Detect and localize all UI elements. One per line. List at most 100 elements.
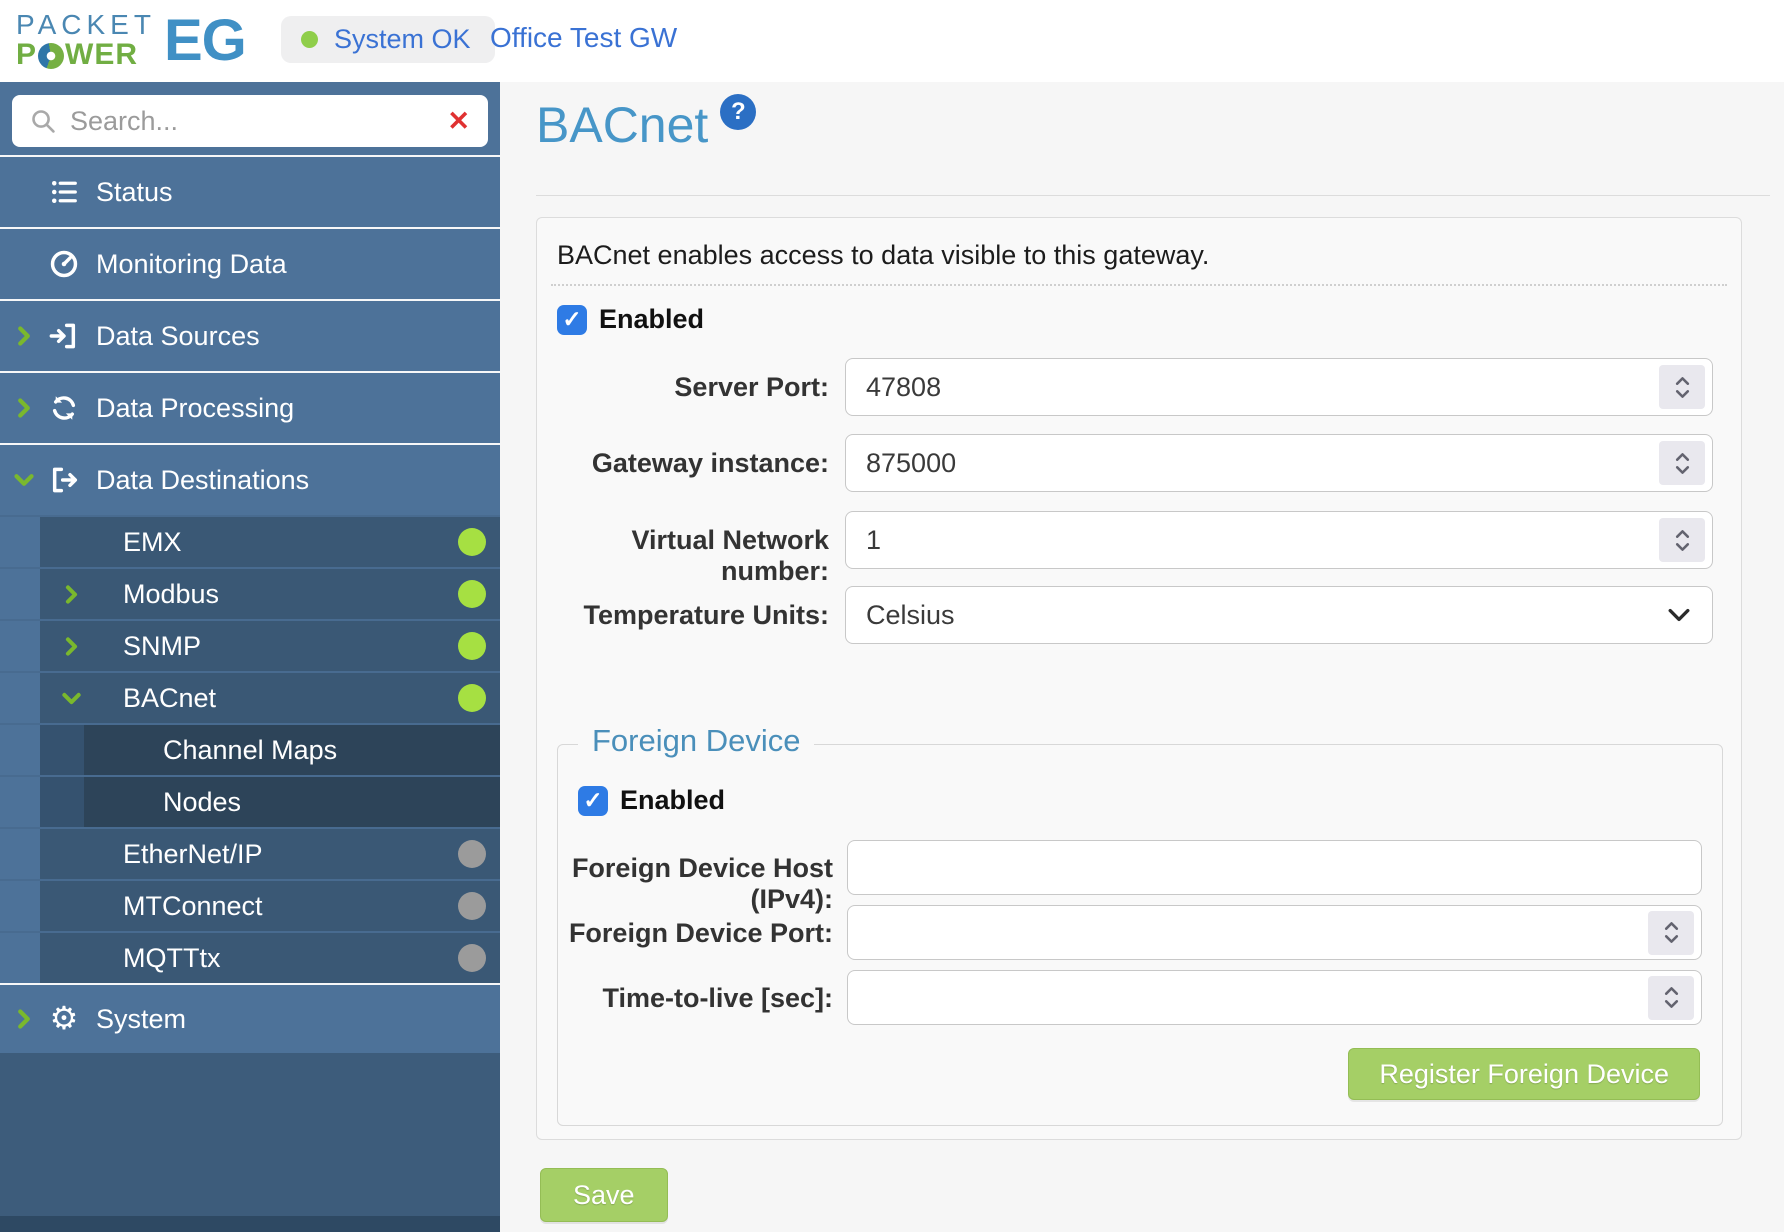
server-port-label: Server Port: bbox=[674, 372, 829, 402]
temperature-units-label: Temperature Units: bbox=[583, 600, 829, 630]
foreign-device-port-input[interactable] bbox=[848, 906, 1701, 959]
save-button[interactable]: Save bbox=[540, 1168, 668, 1222]
bacnet-description: BACnet enables access to data visible to… bbox=[557, 240, 1210, 270]
chevron-down-icon bbox=[1675, 542, 1689, 551]
title-divider bbox=[536, 195, 1770, 196]
gear-icon: ⚙ bbox=[49, 1000, 79, 1036]
main-content: BACnet ? BACnet enables access to data v… bbox=[500, 82, 1784, 1232]
gauge-icon bbox=[46, 248, 82, 280]
sidebar-item-label: EMX bbox=[123, 526, 182, 557]
sidebar-item-modbus[interactable]: Modbus bbox=[0, 569, 500, 619]
sidebar-item-channel-maps[interactable]: Channel Maps bbox=[0, 725, 500, 775]
sidebar-item-snmp[interactable]: SNMP bbox=[0, 621, 500, 671]
temperature-units-select[interactable]: Celsius bbox=[845, 586, 1713, 644]
help-icon[interactable]: ? bbox=[720, 94, 757, 130]
sidebar-item-mtconnect[interactable]: MTConnect bbox=[0, 881, 500, 931]
spinner-stepper[interactable] bbox=[1659, 518, 1705, 562]
foreign-device-enabled-label: Enabled bbox=[620, 785, 726, 815]
chevron-down-icon bbox=[1664, 935, 1678, 943]
dotted-divider bbox=[551, 284, 1727, 286]
temperature-units-value: Celsius bbox=[866, 599, 955, 630]
spinner-stepper[interactable] bbox=[1648, 910, 1694, 955]
sidebar-item-mqtttx[interactable]: MQTTtx bbox=[0, 933, 500, 983]
page-title: BACnet bbox=[536, 97, 709, 153]
spinner-stepper[interactable] bbox=[1648, 975, 1694, 1020]
foreign-device-enabled-row: ✓ Enabled bbox=[578, 785, 725, 816]
sidebar-item-label: Nodes bbox=[163, 786, 242, 817]
chevron-down-icon bbox=[14, 474, 34, 486]
status-dot bbox=[458, 892, 486, 920]
sidebar-item-label: MQTTtx bbox=[123, 942, 221, 973]
logo-text-power-p: P bbox=[16, 38, 38, 71]
packet-power-logo: PACKET P WER EG bbox=[16, 7, 247, 74]
chevron-right-icon bbox=[18, 326, 30, 346]
sidebar-item-emx[interactable]: EMX bbox=[0, 517, 500, 567]
server-port-input[interactable] bbox=[846, 359, 1712, 415]
sidebar-item-ethernet-ip[interactable]: EtherNet/IP bbox=[0, 829, 500, 879]
sidebar-item-label: Data Processing bbox=[96, 392, 295, 423]
app-header: PACKET P WER EG System OK Office Test GW bbox=[0, 0, 1784, 82]
virtual-network-field bbox=[845, 511, 1713, 569]
chevron-up-icon bbox=[1675, 452, 1689, 461]
chevron-right-icon bbox=[65, 584, 78, 604]
chevron-up-icon bbox=[1664, 922, 1678, 930]
virtual-network-input[interactable] bbox=[846, 512, 1712, 568]
chevron-right-icon bbox=[65, 636, 78, 656]
sidebar-item-nodes[interactable]: Nodes bbox=[0, 777, 500, 827]
bacnet-enabled-checkbox[interactable]: ✓ bbox=[557, 304, 587, 335]
logo-text-packet: PACKET bbox=[16, 9, 156, 40]
chevron-down-icon bbox=[1675, 465, 1689, 474]
status-dot bbox=[458, 528, 486, 556]
spinner-stepper[interactable] bbox=[1659, 365, 1705, 409]
gateway-instance-field bbox=[845, 434, 1713, 492]
sidebar-item-status[interactable]: Status bbox=[0, 157, 500, 227]
chevron-down-icon bbox=[1668, 608, 1690, 622]
foreign-device-host-input[interactable] bbox=[848, 841, 1701, 894]
sidebar-search[interactable]: ✕ bbox=[12, 95, 488, 147]
search-icon bbox=[32, 110, 55, 133]
chevron-right-icon bbox=[18, 398, 30, 418]
system-status-badge: System OK bbox=[281, 16, 495, 63]
sidebar-item-data-destinations[interactable]: Data Destinations bbox=[0, 445, 500, 515]
refresh-icon bbox=[46, 392, 82, 424]
search-input[interactable] bbox=[70, 105, 448, 137]
logo-text-eg: EG bbox=[163, 8, 247, 73]
spinner-stepper[interactable] bbox=[1659, 441, 1705, 485]
sidebar-item-label: Monitoring Data bbox=[96, 248, 287, 279]
sidebar-item-data-processing[interactable]: Data Processing bbox=[0, 373, 500, 443]
sidebar: ✕ Status Monitoring Data Data Sources Da… bbox=[0, 82, 500, 1232]
sidebar-item-label: MTConnect bbox=[123, 890, 263, 921]
foreign-device-host-field bbox=[847, 840, 1702, 895]
system-status-text: System OK bbox=[334, 24, 471, 54]
time-to-live-field bbox=[847, 970, 1702, 1025]
sidebar-item-label: System bbox=[96, 1003, 187, 1034]
sidebar-item-system[interactable]: ⚙ System bbox=[0, 985, 500, 1053]
status-dot bbox=[458, 684, 486, 712]
time-to-live-input[interactable] bbox=[848, 971, 1701, 1024]
status-dot bbox=[458, 944, 486, 972]
chevron-down-icon bbox=[62, 692, 81, 704]
sidebar-item-label: Modbus bbox=[123, 578, 220, 609]
sidebar-item-label: BACnet bbox=[123, 682, 217, 713]
virtual-network-label: Virtual Network number: bbox=[631, 525, 829, 586]
chevron-up-icon bbox=[1675, 529, 1689, 538]
clear-search-icon[interactable]: ✕ bbox=[447, 105, 470, 136]
sidebar-item-data-sources[interactable]: Data Sources bbox=[0, 301, 500, 371]
sign-out-icon bbox=[46, 464, 82, 496]
gateway-instance-input[interactable] bbox=[846, 435, 1712, 491]
status-dot bbox=[458, 632, 486, 660]
foreign-device-fieldset: Foreign Device ✓ Enabled Foreign Device … bbox=[557, 723, 1723, 1126]
foreign-device-enabled-checkbox[interactable]: ✓ bbox=[578, 785, 608, 816]
sidebar-item-bacnet[interactable]: BACnet bbox=[0, 673, 500, 723]
chevron-up-icon bbox=[1675, 376, 1689, 385]
time-to-live-label: Time-to-live [sec]: bbox=[602, 983, 833, 1013]
gateway-name[interactable]: Office Test GW bbox=[490, 22, 678, 53]
sign-in-icon bbox=[46, 320, 82, 352]
sidebar-footer bbox=[0, 1053, 500, 1232]
sidebar-item-label: Channel Maps bbox=[163, 734, 338, 765]
chevron-right-icon bbox=[18, 1009, 30, 1029]
sidebar-item-monitoring-data[interactable]: Monitoring Data bbox=[0, 229, 500, 299]
status-dot bbox=[458, 840, 486, 868]
register-foreign-device-button[interactable]: Register Foreign Device bbox=[1348, 1048, 1700, 1100]
status-dot bbox=[458, 580, 486, 608]
